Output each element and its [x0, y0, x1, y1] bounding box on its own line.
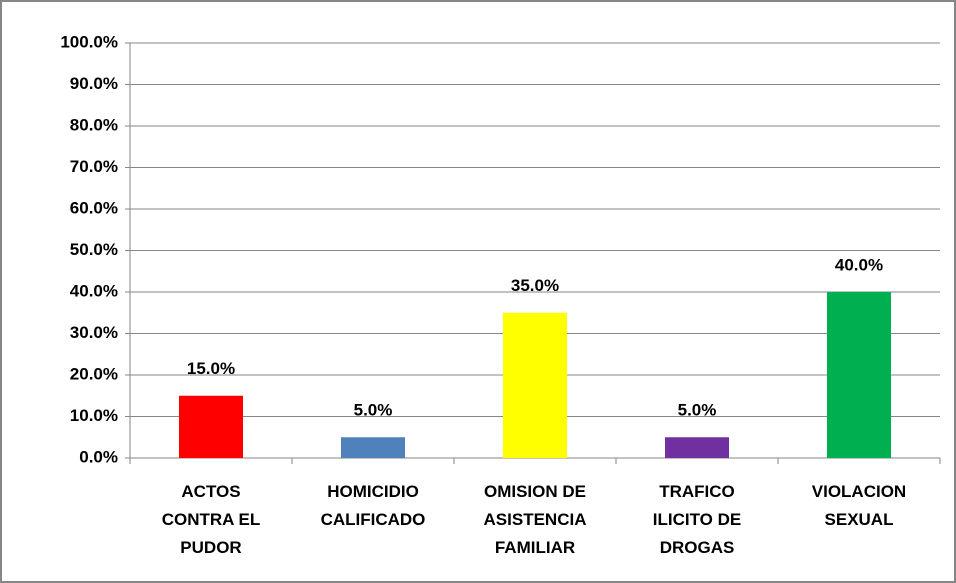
y-tick-label: 40.0%	[70, 281, 118, 300]
x-tick-label: ACTOS CONTRA EL PUDOR	[161, 482, 261, 557]
y-tick-label: 90.0%	[70, 74, 118, 93]
bar	[341, 437, 405, 458]
data-label: 40.0%	[835, 255, 883, 274]
data-label: 5.0%	[354, 401, 393, 420]
y-tick-label: 0.0%	[79, 447, 118, 466]
y-tick-label: 100.0%	[60, 32, 118, 51]
y-tick-label: 10.0%	[70, 406, 118, 425]
data-label: 5.0%	[678, 401, 717, 420]
bar	[827, 292, 891, 458]
x-tick-label: OMISION DE ASISTENCIA FAMILIAR	[483, 482, 587, 557]
data-label: 15.0%	[187, 359, 235, 378]
bar	[665, 437, 729, 458]
y-tick-label: 80.0%	[70, 115, 118, 134]
x-tick-label: HOMICIDIO CALIFICADO	[320, 482, 426, 529]
x-tick-label: TRAFICO ILICITO DE DROGAS	[652, 482, 742, 557]
y-tick-label: 70.0%	[70, 157, 118, 176]
bar	[503, 312, 567, 458]
bar	[179, 395, 243, 458]
y-tick-label: 60.0%	[70, 198, 118, 217]
data-label: 35.0%	[511, 276, 559, 295]
y-tick-label: 20.0%	[70, 364, 118, 383]
y-tick-label: 30.0%	[70, 323, 118, 342]
y-tick-label: 50.0%	[70, 240, 118, 259]
x-tick-label: VIOLACION SEXUAL	[811, 482, 907, 529]
